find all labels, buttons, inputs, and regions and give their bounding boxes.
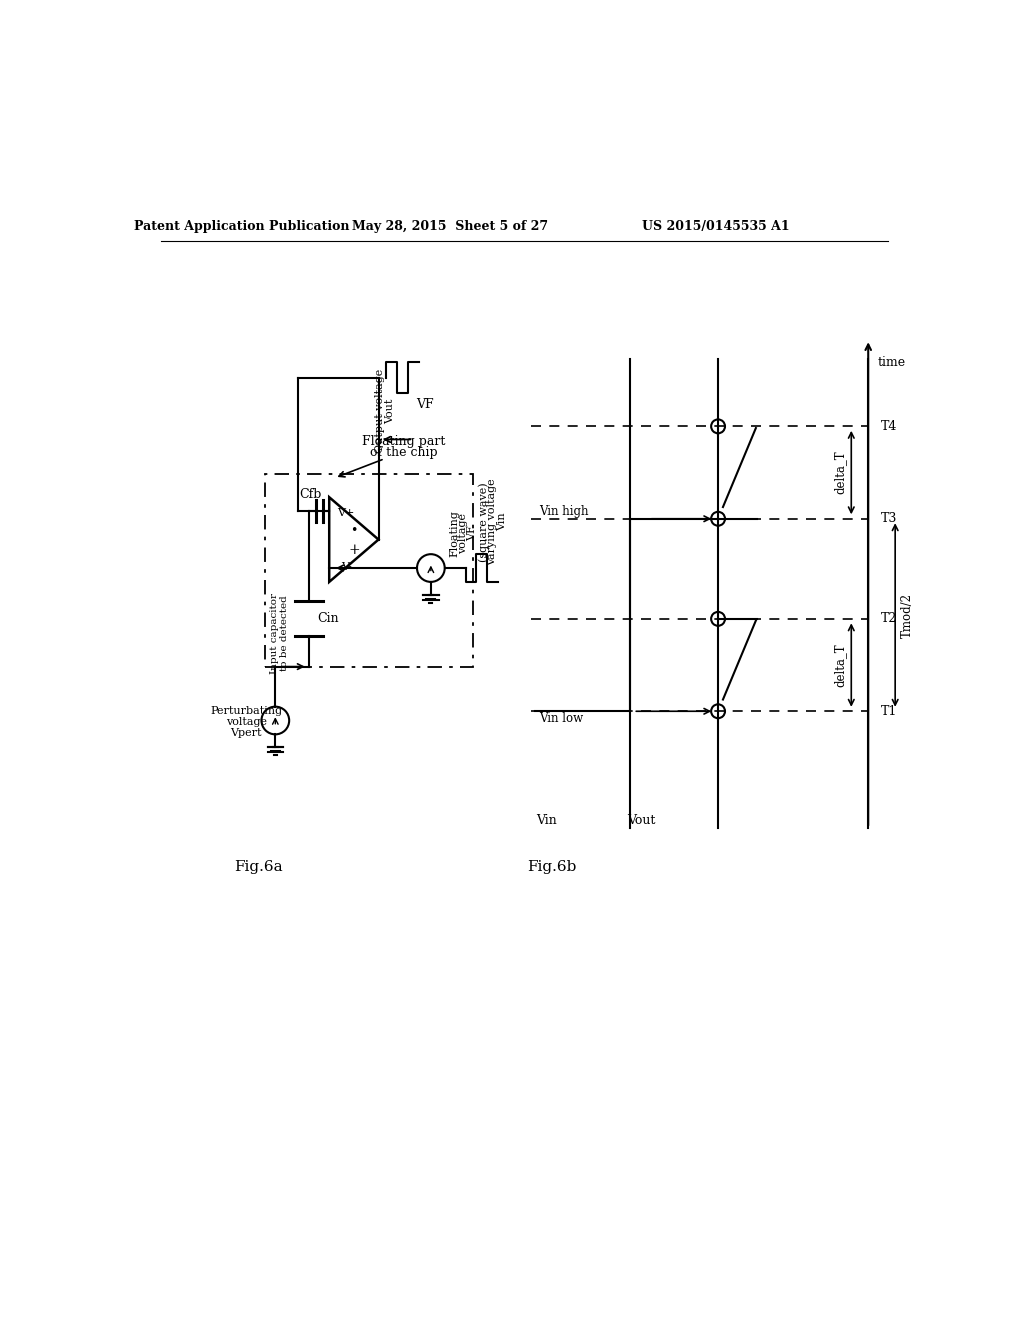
Text: Cfb: Cfb	[299, 487, 322, 500]
Text: Fig.6a: Fig.6a	[234, 859, 283, 874]
Text: Vin: Vin	[497, 512, 507, 531]
Text: Input capacitor: Input capacitor	[270, 593, 280, 675]
Text: time: time	[878, 356, 905, 370]
Text: •: •	[350, 524, 357, 537]
Text: voltage: voltage	[225, 717, 266, 727]
Text: Tmod/2: Tmod/2	[901, 593, 914, 638]
Text: delta_T: delta_T	[834, 450, 847, 495]
Text: Fig.6b: Fig.6b	[527, 859, 577, 874]
Text: of the chip: of the chip	[370, 446, 437, 459]
Text: Vout: Vout	[385, 399, 394, 424]
Text: to be detected: to be detected	[280, 595, 289, 672]
Text: Cin: Cin	[317, 611, 339, 624]
Text: May 28, 2015  Sheet 5 of 27: May 28, 2015 Sheet 5 of 27	[352, 219, 548, 232]
Text: Vin low: Vin low	[539, 713, 583, 726]
Text: Perturbating: Perturbating	[210, 706, 283, 717]
Text: +: +	[348, 544, 359, 557]
Text: T4: T4	[881, 420, 897, 433]
Text: T2: T2	[881, 612, 897, 626]
Text: T3: T3	[881, 512, 897, 525]
Text: VF: VF	[416, 399, 433, 412]
Text: T1: T1	[881, 705, 897, 718]
Text: V-: V-	[341, 561, 351, 572]
Text: (square wave): (square wave)	[478, 482, 488, 561]
Text: Vin high: Vin high	[539, 504, 588, 517]
Text: Output voltage: Output voltage	[375, 368, 385, 453]
Text: V+: V+	[338, 508, 355, 517]
Text: Vpert: Vpert	[230, 727, 262, 738]
Text: Floating part: Floating part	[362, 436, 445, 449]
Text: VF: VF	[467, 525, 477, 541]
Text: delta_T: delta_T	[834, 643, 847, 686]
Text: Patent Application Publication: Patent Application Publication	[134, 219, 350, 232]
Text: voltage: voltage	[458, 513, 468, 554]
Text: Floating: Floating	[449, 510, 459, 557]
Text: Varying voltage: Varying voltage	[487, 478, 498, 566]
Text: Vin: Vin	[537, 814, 557, 828]
Text: Vout: Vout	[628, 814, 655, 828]
Text: US 2015/0145535 A1: US 2015/0145535 A1	[642, 219, 790, 232]
